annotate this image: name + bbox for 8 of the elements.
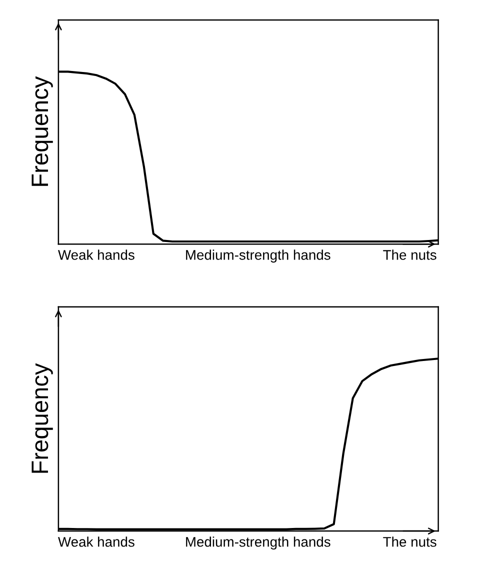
y-axis-title: Frequency: [32, 76, 53, 186]
x-tick-label: Weak hands: [58, 250, 134, 260]
x-tick-label: Medium-strength hands: [186, 250, 330, 263]
y-axis-title: Frequency: [32, 363, 53, 473]
x-tick-label: Medium-strength hands: [186, 536, 330, 550]
x-tick-label: The nuts: [383, 250, 436, 260]
x-tick-label: Weak hands: [58, 536, 134, 547]
x-tick-label: The nuts: [383, 536, 436, 547]
